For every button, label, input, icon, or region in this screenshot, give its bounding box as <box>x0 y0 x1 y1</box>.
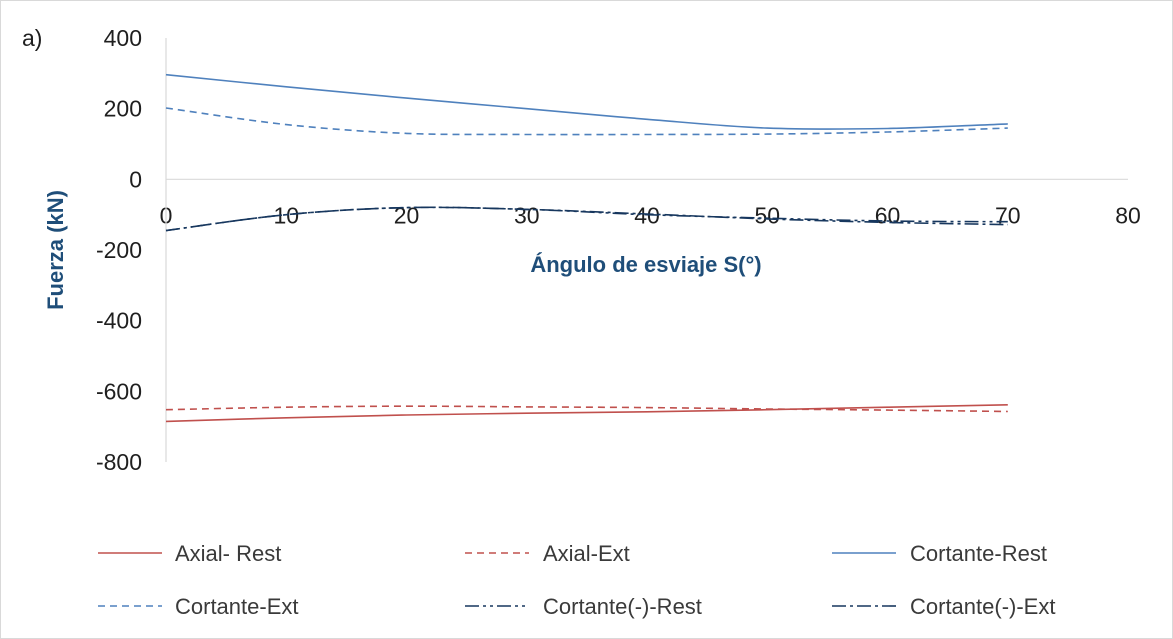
series-lines <box>165 73 1008 423</box>
legend-label-3: Cortante-Rest <box>910 541 1047 566</box>
y-tick-label: -800 <box>96 449 142 475</box>
legend-label-6: Cortante(-)-Ext <box>910 594 1055 619</box>
x-axis-title: Ángulo de esviaje S(°) <box>530 252 761 277</box>
series-line-6 <box>165 206 1008 232</box>
y-tick-label: 400 <box>104 25 142 51</box>
y-axis-title: Fuerza (kN) <box>43 190 68 310</box>
series-line-1 <box>165 404 1008 423</box>
x-tick-label: 80 <box>1115 202 1141 228</box>
series-line-2 <box>165 405 1008 413</box>
y-tick-label: 0 <box>129 166 142 192</box>
panel-label: a) <box>22 25 42 51</box>
legend-label-4: Cortante-Ext <box>175 594 299 619</box>
y-tick-label: -200 <box>96 237 142 263</box>
y-tick-label: 200 <box>104 96 142 122</box>
x-tick-label: 60 <box>875 202 901 228</box>
legend: Axial- Rest Axial-Ext Cortante-Rest Cortant… <box>98 541 1055 619</box>
x-tick-label: 20 <box>394 202 420 228</box>
x-tick-label: 50 <box>754 202 780 228</box>
legend-label-2: Axial-Ext <box>543 541 630 566</box>
series-line-3 <box>165 73 1008 130</box>
series-line-5 <box>165 206 1008 232</box>
x-tick-label: 30 <box>514 202 540 228</box>
legend-label-5: Cortante(-)-Rest <box>543 594 702 619</box>
series-line-4 <box>165 107 1008 136</box>
y-tick-label: -400 <box>96 308 142 334</box>
legend-label-1: Axial- Rest <box>175 541 281 566</box>
y-tick-labels: 400 200 0 -200 -400 -600 -800 <box>96 25 142 475</box>
x-tick-labels: 0 10 20 30 40 50 60 70 80 <box>160 202 1141 228</box>
y-tick-label: -600 <box>96 378 142 404</box>
